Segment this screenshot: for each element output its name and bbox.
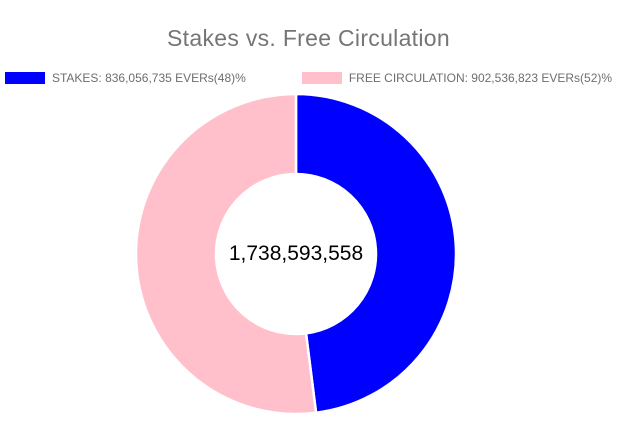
legend: STAKES: 836,056,735 EVERs(48)% FREE CIRC… xyxy=(0,71,617,85)
total-supply-label: 1,738,593,558 xyxy=(228,242,364,265)
stakes-legend-swatch-icon xyxy=(4,72,45,84)
legend-item-stakes[interactable]: STAKES: 836,056,735 EVERs(48)% xyxy=(4,71,246,85)
segment-free-circulation[interactable] xyxy=(134,92,318,416)
stakes-legend-label: STAKES: 836,056,735 EVERs(48)% xyxy=(51,71,246,85)
segment-stakes[interactable] xyxy=(294,92,458,415)
free-circulation-legend-label: FREE CIRCULATION: 902,536,823 EVERs(52)% xyxy=(348,71,613,85)
free-circulation-legend-swatch-icon xyxy=(301,72,342,84)
chart-title: Stakes vs. Free Circulation xyxy=(167,25,450,51)
legend-item-free-circulation[interactable]: FREE CIRCULATION: 902,536,823 EVERs(52)% xyxy=(301,71,613,85)
